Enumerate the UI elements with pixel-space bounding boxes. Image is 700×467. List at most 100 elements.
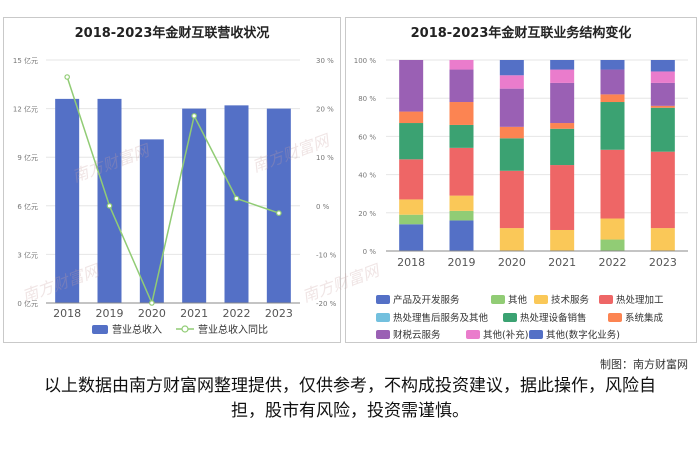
stack-segment bbox=[650, 60, 675, 72]
legend-label: 产品及开发服务 bbox=[393, 294, 460, 306]
x-tick-label: 2021 bbox=[548, 256, 576, 269]
stack-segment bbox=[550, 82, 575, 124]
x-tick-label: 2023 bbox=[649, 256, 677, 269]
revenue-bar bbox=[266, 108, 291, 303]
legend-label: 系统集成 bbox=[625, 312, 664, 324]
revenue-chart: 0 亿元 3 亿元 6 亿元 9 亿元 12 亿元 15 亿元 -20 % -10 % 0 % 1… bbox=[13, 56, 337, 336]
y-tick-label: 0 % bbox=[363, 248, 377, 256]
legend-label-revenue: 营业总收入 bbox=[112, 323, 162, 336]
revenue-chart-panel: 2018-2023年金财互联营收状况 0 亿元 3 亿元 6 亿元 9 亿元 12 亿元… bbox=[3, 17, 341, 343]
y-tick-label-right: 0 % bbox=[316, 203, 330, 211]
legend-label: 技术服务 bbox=[551, 294, 590, 306]
yoy-point bbox=[191, 113, 197, 119]
stack-segment bbox=[499, 60, 524, 76]
stack-segment bbox=[399, 199, 424, 215]
stack-segment bbox=[499, 75, 524, 89]
stack-segment bbox=[449, 124, 474, 148]
x-tick-label: 2021 bbox=[180, 307, 208, 320]
structure-chart-panel: 2018-2023年金财互联业务结构变化 0 % 20 % 40 % 60 % 80 %… bbox=[345, 17, 697, 343]
stack-segment bbox=[550, 123, 575, 129]
stack-segment bbox=[550, 165, 575, 230]
stack-segment bbox=[499, 88, 524, 127]
y-tick-label: 100 % bbox=[354, 57, 377, 65]
y-tick-label-left: 9 亿元 bbox=[17, 153, 38, 162]
revenue-bar bbox=[97, 98, 122, 303]
legend-swatch bbox=[608, 313, 622, 322]
stack-segment bbox=[449, 220, 474, 251]
y-tick-label: 20 % bbox=[358, 210, 376, 218]
legend-swatch bbox=[376, 313, 390, 322]
stack-segment bbox=[650, 228, 675, 251]
stack-segment bbox=[449, 147, 474, 196]
x-tick-label: 2019 bbox=[96, 307, 124, 320]
yoy-point bbox=[106, 203, 113, 209]
legend-label: 其他(补充) bbox=[483, 329, 528, 341]
legend-label: 其他 bbox=[508, 294, 528, 306]
revenue-chart-title: 2018-2023年金财互联营收状况 bbox=[74, 26, 270, 41]
chart-credit: 制图：南方财富网 bbox=[600, 358, 688, 371]
stack-segment bbox=[499, 170, 524, 229]
stack-segment bbox=[600, 60, 625, 70]
legend-marker-yoy bbox=[181, 325, 189, 333]
revenue-bar bbox=[224, 105, 249, 303]
stack-segment bbox=[449, 69, 474, 103]
disclaimer-text: 以上数据由南方财富网整理提供，仅供参考，不构成投资建议，据此操作，风险自担，股市… bbox=[44, 376, 656, 421]
yoy-point bbox=[233, 195, 240, 202]
stack-segment bbox=[650, 71, 675, 83]
stack-segment bbox=[550, 69, 575, 83]
y-tick-label-right: 20 % bbox=[316, 106, 334, 114]
stack-segment bbox=[449, 195, 474, 211]
y-tick-label: 60 % bbox=[358, 133, 376, 141]
stack-segment bbox=[550, 60, 575, 70]
legend-label: 财税云服务 bbox=[393, 329, 441, 341]
y-tick-label-right: 10 % bbox=[316, 154, 334, 162]
legend-swatch bbox=[529, 330, 543, 339]
x-tick-label: 2022 bbox=[223, 307, 251, 320]
x-tick-label: 2018 bbox=[397, 256, 425, 269]
stack-segment bbox=[449, 60, 474, 70]
stack-segment bbox=[600, 149, 625, 219]
y-tick-label-left: 3 亿元 bbox=[17, 250, 38, 259]
stack-segment bbox=[399, 60, 424, 112]
stack-segment bbox=[550, 128, 575, 166]
stack-segment bbox=[600, 94, 625, 103]
yoy-point bbox=[149, 300, 155, 306]
stack-segment bbox=[650, 107, 675, 152]
stack-segment bbox=[600, 102, 625, 150]
legend-swatch-revenue bbox=[92, 325, 108, 334]
legend-label-yoy: 营业总收入同比 bbox=[198, 323, 268, 336]
stack-segment bbox=[650, 151, 675, 229]
legend-swatch bbox=[491, 295, 505, 304]
y-tick-label-left: 12 亿元 bbox=[13, 105, 38, 114]
x-tick-label: 2020 bbox=[498, 256, 526, 269]
stack-segment bbox=[600, 239, 625, 251]
legend-swatch bbox=[376, 295, 390, 304]
stack-segment bbox=[499, 228, 524, 251]
stack-segment bbox=[449, 210, 474, 221]
legend-swatch bbox=[599, 295, 613, 304]
y-tick-label-left: 15 亿元 bbox=[13, 56, 38, 65]
stack-segment bbox=[550, 229, 575, 251]
structure-chart: 0 % 20 % 40 % 60 % 80 % 100 % 2018 2019 2020 2021… bbox=[354, 57, 688, 341]
x-tick-label: 2020 bbox=[138, 307, 166, 320]
legend-swatch bbox=[534, 295, 548, 304]
stack-segment bbox=[399, 224, 424, 251]
stack-segment bbox=[650, 105, 675, 108]
y-tick-label-right: 30 % bbox=[316, 57, 334, 65]
yoy-point bbox=[64, 74, 70, 80]
x-tick-label: 2023 bbox=[265, 307, 293, 320]
legend-swatch bbox=[503, 313, 517, 322]
stack-segment bbox=[600, 69, 625, 95]
x-tick-label: 2018 bbox=[53, 307, 81, 320]
x-tick-label: 2022 bbox=[599, 256, 627, 269]
stack-segment bbox=[650, 82, 675, 106]
legend-label: 其他(数字化业务) bbox=[546, 329, 620, 341]
legend-label: 热处理设备销售 bbox=[520, 312, 587, 324]
y-tick-label: 40 % bbox=[358, 172, 376, 180]
structure-chart-title: 2018-2023年金财互联业务结构变化 bbox=[410, 26, 632, 41]
legend-label: 热处理售后服务及其他 bbox=[393, 312, 489, 324]
revenue-bar bbox=[55, 98, 80, 303]
stack-segment bbox=[399, 159, 424, 200]
stack-segment bbox=[399, 214, 424, 225]
y-tick-label-right: -20 % bbox=[316, 300, 337, 308]
